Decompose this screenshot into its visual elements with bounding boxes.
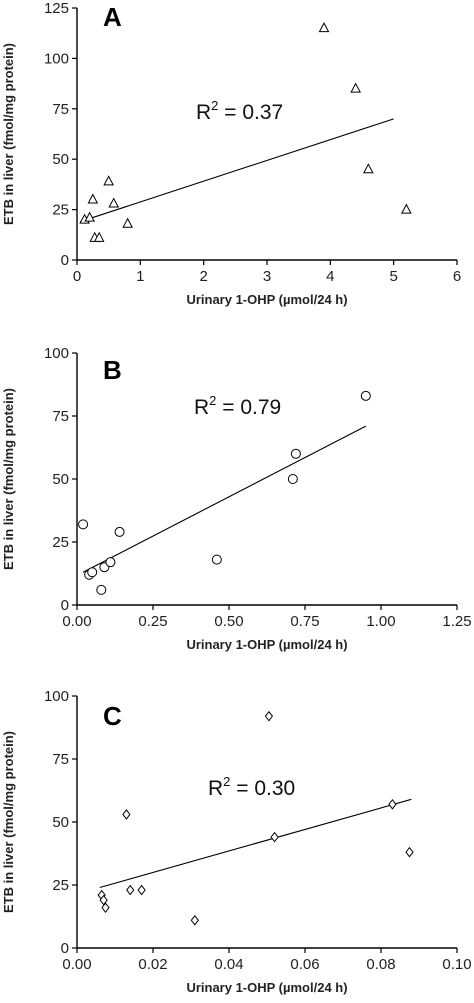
x-tick-label: 2 [199,268,207,285]
y-tick-label: 0 [61,940,69,957]
x-tick-label: 0.06 [290,956,319,973]
y-axis-label: ETB in liver (fmol/mg protein) [1,388,16,570]
r-squared-value: = 0.30 [230,777,295,800]
r-squared-annotation: R2 = 0.30 [208,774,295,800]
data-point [96,584,107,595]
data-point [405,846,414,858]
y-tick-label: 75 [52,101,69,118]
data-point [290,448,301,459]
y-tick-label: 50 [52,814,69,831]
panel-letter: B [103,355,122,385]
data-point [401,203,412,214]
x-tick-label: 0.04 [214,956,243,973]
data-point [101,902,110,913]
x-axis-label: Urinary 1-OHP (µmol/24 h) [186,637,347,652]
r-squared-exponent: 2 [211,98,218,113]
x-tick-label: 0.00 [62,613,91,630]
r-squared-base: R [208,777,223,800]
data-point [363,163,374,174]
r-squared-base: R [194,396,209,419]
chart-panel-b: 0 25 50 75 100 0.00 0.25 0.50 0.75 1.00 1.25 Urinar… [1,345,472,652]
y-tick-label: 75 [52,751,69,768]
x-tick-label: 3 [263,268,271,285]
y-tick-label: 25 [52,877,69,894]
y-tick-label: 125 [44,0,69,17]
r-squared-base: R [196,101,211,124]
data-point [99,894,108,906]
x-tick-label: 0 [73,268,81,285]
data-point [87,567,98,578]
data-point [137,884,146,896]
x-tick-label: 0.10 [442,956,471,973]
data-point [103,175,114,186]
x-tick-label: 0.75 [290,613,319,630]
x-tick-label: 0.02 [138,956,167,973]
x-tick-label: 0.00 [62,956,91,973]
y-tick-label: 25 [52,534,69,551]
data-point [87,193,99,204]
panel-letter: A [103,2,122,32]
data-point [388,799,397,810]
x-tick-label: 0.08 [366,956,395,973]
chart-panel-a: 0 25 50 75 100 125 0 1 2 3 4 5 6 Urinary 1-OHP (µmol/… [1,0,461,307]
r-squared-exponent: 2 [209,393,216,408]
r-squared-annotation: R2 = 0.79 [194,393,281,419]
data-point [287,474,298,484]
x-tick-label: 1.25 [442,613,471,630]
regression-line [99,798,412,889]
x-tick-label: 0.50 [214,613,243,630]
y-tick-label: 50 [52,471,69,488]
y-tick-label: 100 [44,50,69,67]
data-point [78,519,89,530]
data-point [114,526,125,537]
data-point [93,231,105,242]
y-tick-label: 50 [52,151,69,168]
data-point [108,197,120,208]
r-squared-annotation: R2 = 0.37 [196,98,283,124]
data-point [190,914,199,926]
y-axis-label: ETB in liver (fmol/mg protein) [1,731,16,913]
x-tick-label: 5 [389,268,397,285]
data-point [126,884,135,896]
data-point [122,217,133,228]
data-point [105,557,116,568]
x-tick-label: 0.25 [138,613,167,630]
x-tick-label: 6 [453,268,461,285]
data-point [122,809,131,820]
y-tick-label: 75 [52,408,69,425]
data-point [211,554,222,565]
regression-line [82,425,367,573]
r-squared-exponent: 2 [223,774,230,789]
y-tick-label: 0 [61,252,69,269]
y-tick-label: 0 [61,597,69,614]
chart-panel-c: 0 25 50 75 100 0.00 0.02 0.04 0.06 0.08 0.10 Urinar… [1,688,472,995]
data-point [350,82,361,93]
x-tick-label: 4 [326,268,334,285]
x-tick-label: 1.00 [366,613,395,630]
data-point [270,831,279,843]
y-axis-label: ETB in liver (fmol/mg protein) [1,43,16,225]
x-axis-label: Urinary 1-OHP (µmol/24 h) [186,292,347,307]
y-tick-label: 100 [44,345,69,362]
data-point [84,211,95,222]
x-tick-label: 1 [136,268,144,285]
data-point [264,710,274,722]
data-point [360,390,371,401]
x-axis-label: Urinary 1-OHP (µmol/24 h) [186,980,347,995]
y-tick-label: 25 [52,202,69,219]
y-tick-label: 100 [44,688,69,705]
regression-line [79,118,394,223]
panel-letter: C [103,701,122,731]
r-squared-value: = 0.37 [218,101,283,124]
r-squared-value: = 0.79 [216,396,281,419]
data-point [318,22,330,33]
